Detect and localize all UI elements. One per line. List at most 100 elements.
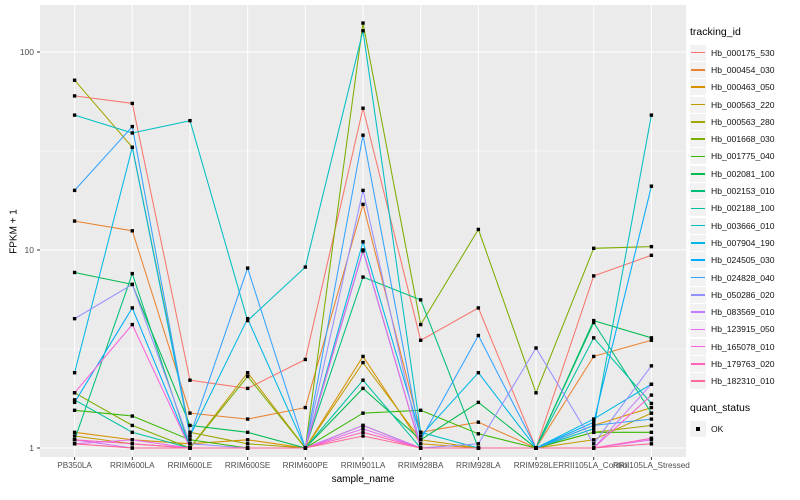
data-point <box>361 133 365 137</box>
data-point <box>534 391 538 395</box>
data-point <box>188 442 192 446</box>
data-point <box>361 427 365 431</box>
legend-entry-Hb_001775_040: Hb_001775_040 <box>690 148 800 165</box>
data-point <box>361 423 365 428</box>
data-point <box>130 229 134 233</box>
data-point <box>476 333 481 338</box>
data-point <box>476 446 481 450</box>
legend-entry-Hb_179763_020: Hb_179763_020 <box>690 355 800 372</box>
data-point <box>188 434 192 438</box>
data-point <box>130 124 134 129</box>
legend-entry-Hb_050286_020: Hb_050286_020 <box>690 286 800 303</box>
legend-key-line-icon <box>690 234 706 251</box>
data-point <box>476 442 481 446</box>
data-point <box>592 446 596 450</box>
legend-key-point-icon <box>690 420 706 437</box>
data-point <box>592 320 596 325</box>
data-point <box>418 446 423 450</box>
data-point <box>592 318 596 323</box>
data-point <box>649 184 654 188</box>
data-point <box>418 438 423 442</box>
legend-quant-entries: OK <box>690 420 800 437</box>
legend-entry-Hb_001668_030: Hb_001668_030 <box>690 130 800 148</box>
data-point <box>649 417 654 421</box>
legend-entry-label: Hb_182310_010 <box>711 376 775 387</box>
data-point <box>130 306 134 310</box>
data-point <box>418 338 423 342</box>
legend-entry-label: Hb_050286_020 <box>711 289 775 300</box>
legend-key-line-icon <box>690 321 706 338</box>
data-point <box>361 240 365 244</box>
data-point <box>592 438 596 442</box>
data-point <box>592 417 596 421</box>
data-point <box>245 266 250 270</box>
data-point <box>245 316 250 321</box>
legend-key-line-icon <box>690 338 706 355</box>
data-point <box>592 427 596 431</box>
data-point <box>130 282 134 287</box>
data-point <box>72 113 77 117</box>
data-point <box>130 442 134 446</box>
data-point <box>245 442 250 446</box>
legend-entry-label: Hb_003666_010 <box>711 220 775 231</box>
data-point <box>361 275 365 279</box>
data-point <box>649 442 654 446</box>
data-point <box>649 405 654 410</box>
data-point <box>361 360 365 365</box>
y-tick-label: 100 <box>20 47 34 57</box>
legend-entry-Hb_000563_280: Hb_000563_280 <box>690 113 800 130</box>
data-point <box>72 316 77 321</box>
legend-entry-Hb_003666_010: Hb_003666_010 <box>690 217 800 234</box>
data-point <box>130 430 134 435</box>
data-point <box>361 29 365 33</box>
data-point <box>72 408 77 413</box>
data-point <box>592 442 596 446</box>
data-point <box>130 101 134 106</box>
legend-entry-Hb_000454_030: Hb_000454_030 <box>690 61 800 78</box>
legend-entry-Hb_024505_030: Hb_024505_030 <box>690 252 800 269</box>
data-point <box>361 106 365 110</box>
data-point <box>72 371 77 375</box>
data-point <box>130 423 134 428</box>
x-tick-label: RRII105LA_Stressed <box>613 461 690 470</box>
data-point <box>245 438 250 442</box>
data-point <box>361 248 365 252</box>
y-axis-title: FPKM + 1 <box>8 209 20 254</box>
data-point <box>649 382 654 386</box>
data-point <box>649 411 654 415</box>
x-tick-label: RRIM600SE <box>225 461 271 470</box>
legend-entry-label: Hb_000463_050 <box>711 82 775 93</box>
legend-key-line-icon <box>690 269 706 286</box>
data-point <box>72 188 77 193</box>
x-tick-label: PB350LA <box>57 461 92 470</box>
data-point <box>72 94 77 98</box>
data-point <box>476 420 481 424</box>
data-point <box>361 411 365 415</box>
legend-key-line-icon <box>690 61 706 78</box>
legend-key-line-icon <box>690 200 706 217</box>
data-point <box>649 244 654 249</box>
data-point <box>418 430 423 435</box>
data-point <box>130 446 134 450</box>
legend-entry-quant-OK: OK <box>690 420 800 437</box>
data-point <box>476 400 481 405</box>
legend-entry-Hb_182310_010: Hb_182310_010 <box>690 373 800 390</box>
legend-entry-Hb_002081_100: Hb_002081_100 <box>690 165 800 182</box>
legend-entry-label: Hb_024828_040 <box>711 272 775 283</box>
data-point <box>418 298 423 302</box>
legend-entry-label: Hb_007904_190 <box>711 237 775 248</box>
legend-key-line-icon <box>690 96 706 113</box>
data-point <box>245 318 250 323</box>
data-point <box>361 188 365 193</box>
legend-key-line-icon <box>690 79 706 96</box>
data-point <box>361 430 365 435</box>
legend-entry-Hb_000563_220: Hb_000563_220 <box>690 96 800 113</box>
y-tick-label: 10 <box>25 245 35 255</box>
data-point <box>361 21 365 25</box>
data-point <box>303 265 308 269</box>
data-point <box>476 306 481 310</box>
legend-entry-label: Hb_002081_100 <box>711 168 775 179</box>
data-point <box>130 438 134 442</box>
legend-entry-label: Hb_083569_010 <box>711 307 775 318</box>
